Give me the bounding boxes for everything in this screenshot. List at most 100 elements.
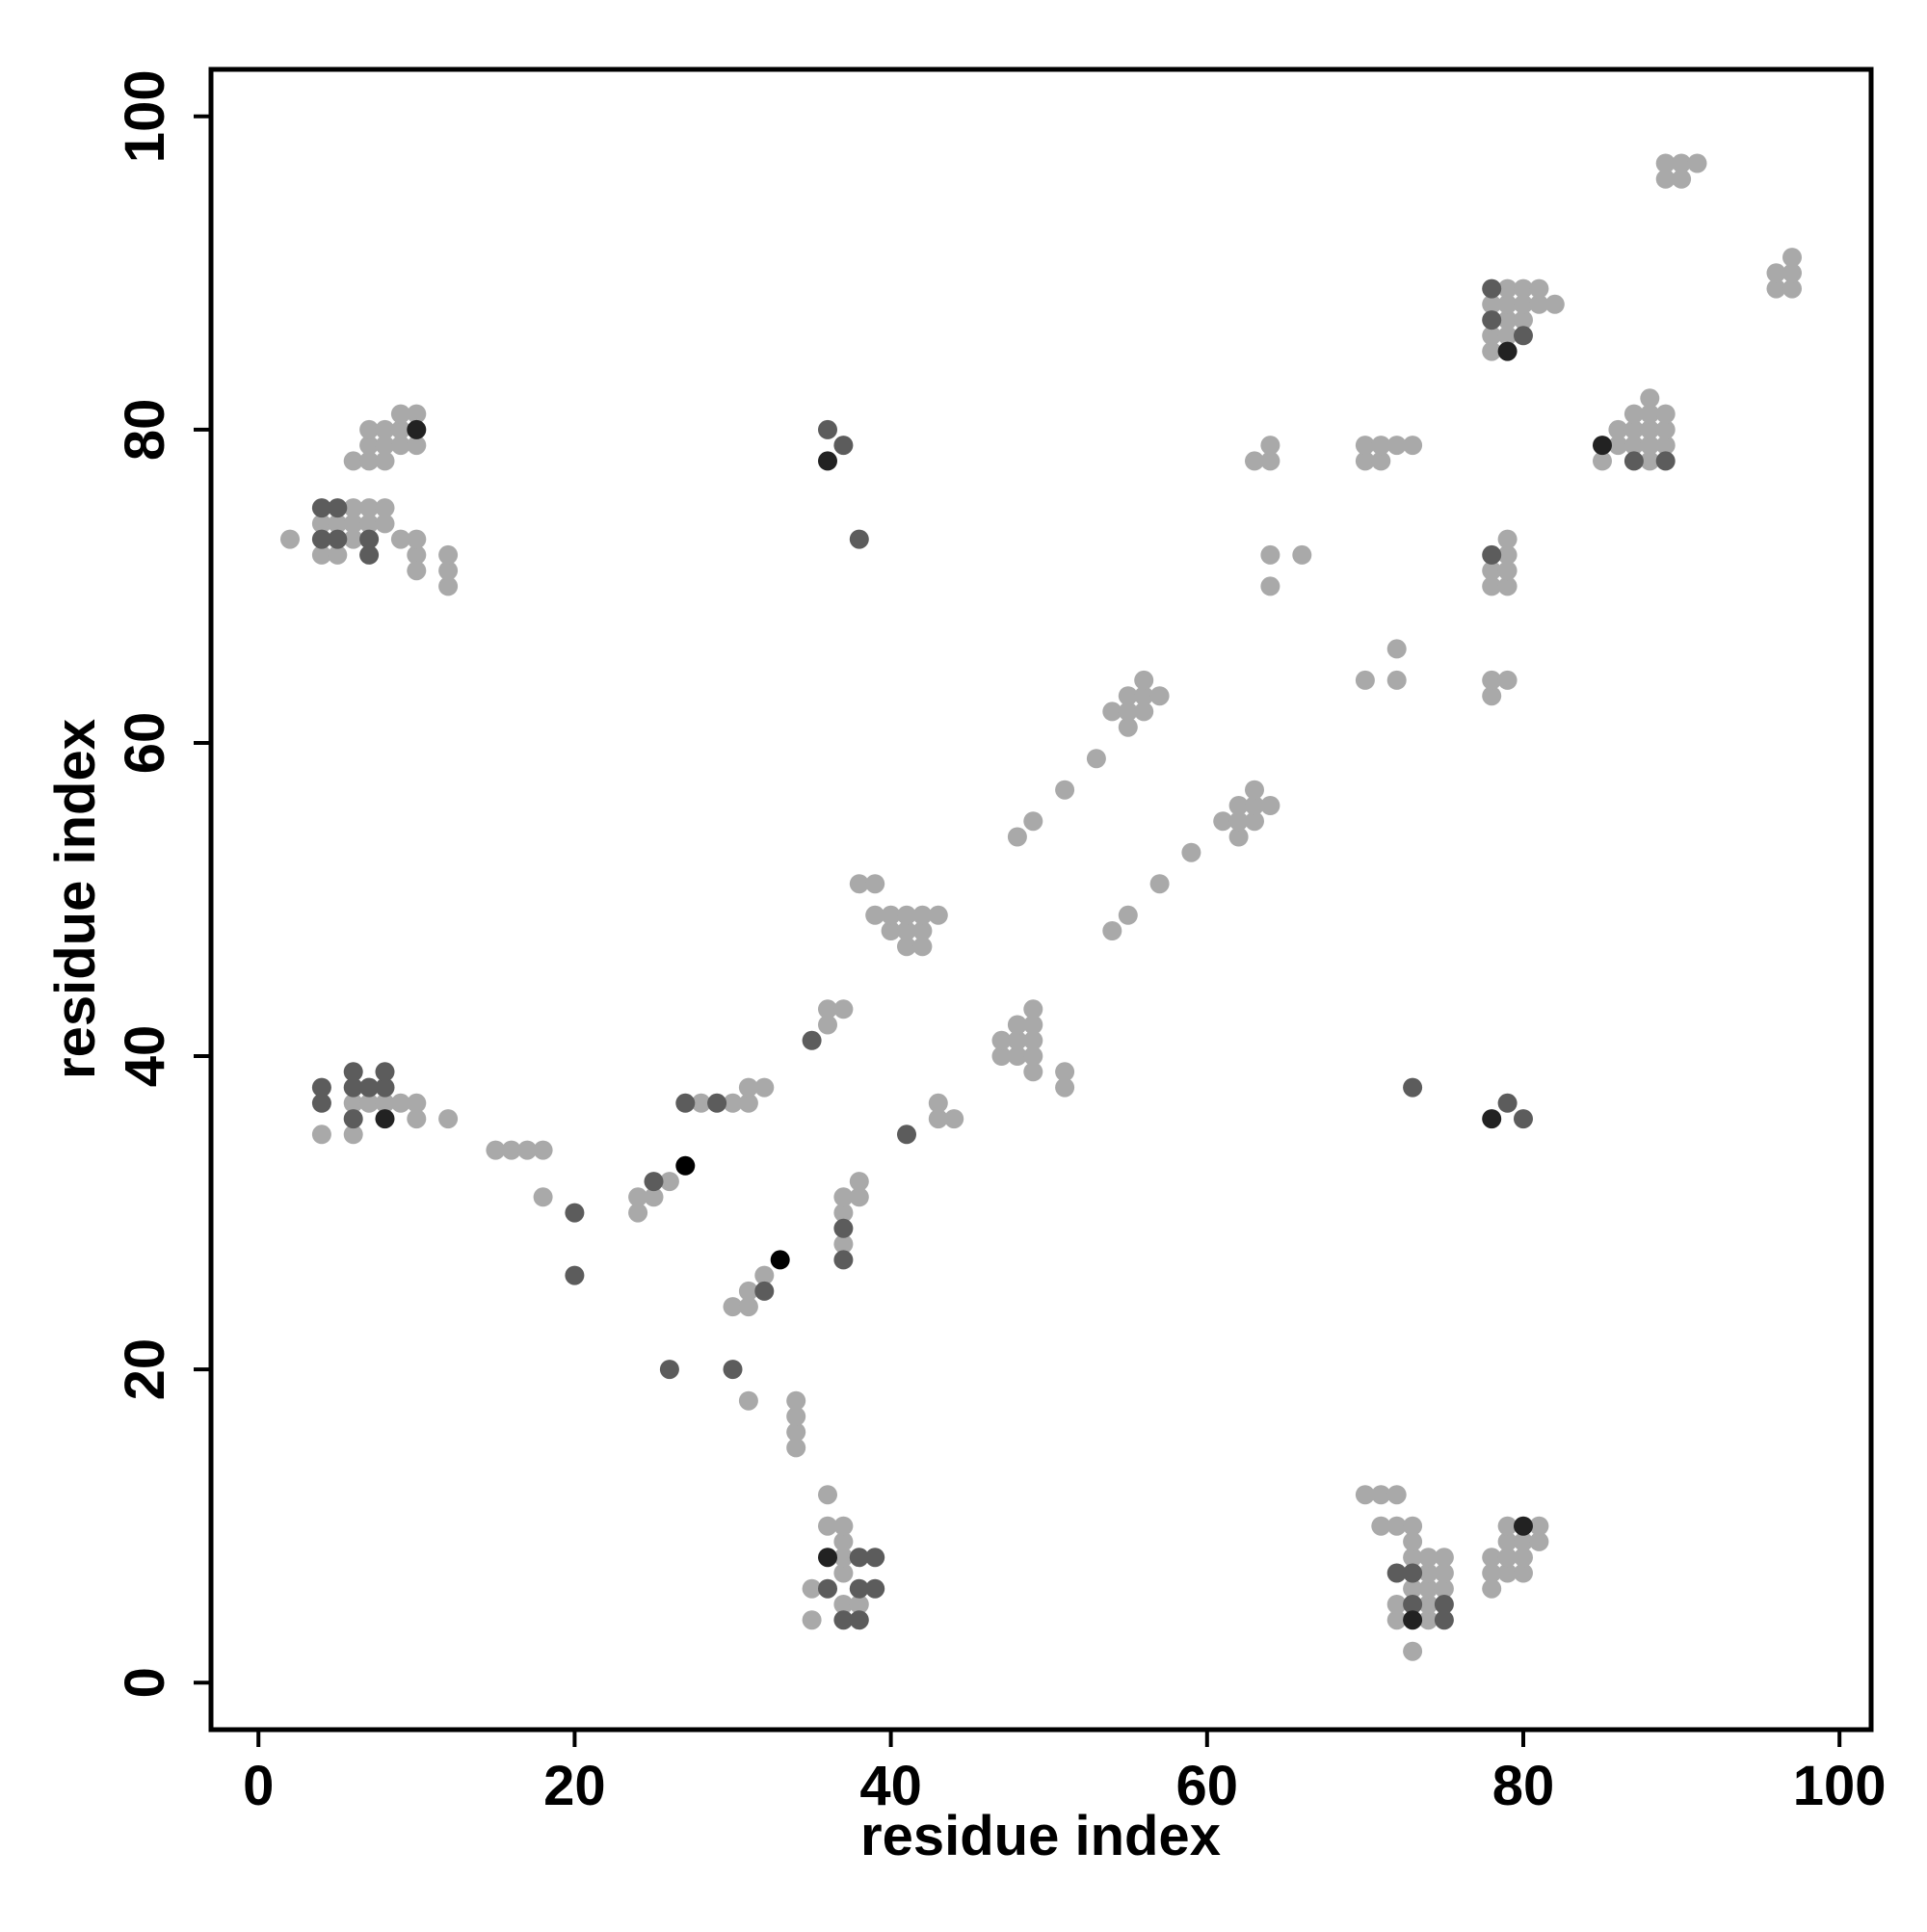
contact-point-mid: [849, 1610, 869, 1630]
contact-point-mid: [311, 1093, 331, 1113]
contact-point-light: [786, 1438, 806, 1458]
contact-point-mid: [359, 544, 380, 565]
contact-point-light: [833, 1516, 854, 1536]
contact-point-light: [928, 905, 948, 925]
contact-point-light: [1514, 1531, 1533, 1551]
contact-point-light: [486, 1140, 506, 1160]
contact-point-light: [1386, 1485, 1407, 1505]
contact-point-light: [1544, 294, 1565, 314]
contact-point-mid: [644, 1172, 664, 1192]
contact-point-light: [1514, 278, 1533, 299]
contact-point-light: [1118, 701, 1138, 722]
contact-point-light: [786, 1422, 806, 1442]
contact-point-light: [849, 1187, 869, 1207]
contact-point-light: [1386, 670, 1407, 690]
contact-point-light: [1514, 310, 1533, 331]
contact-point-light: [343, 451, 363, 471]
contact-point-mid: [1434, 1595, 1454, 1614]
contact-point-light: [1260, 436, 1280, 456]
contact-point-light: [359, 436, 380, 456]
contact-point-light: [865, 874, 885, 894]
contact-point-light: [738, 1297, 758, 1317]
y-tick-label: 60: [114, 712, 176, 775]
contact-point-light: [1640, 404, 1660, 424]
contact-point-light: [1055, 1062, 1075, 1082]
contact-point-light: [1149, 686, 1170, 706]
contact-point-mid: [359, 1077, 380, 1098]
plot-frame: [208, 66, 1874, 1733]
contact-point-mid: [311, 498, 331, 518]
contact-point-light: [738, 1281, 758, 1301]
contact-point-mid: [833, 1250, 854, 1270]
contact-point-light: [1418, 1563, 1439, 1583]
contact-point-light: [1593, 451, 1612, 471]
contact-point-light: [1640, 451, 1660, 471]
contact-point-light: [1418, 1548, 1439, 1568]
contact-point-mid: [1514, 326, 1533, 346]
contact-point-light: [1245, 451, 1264, 471]
contact-point-dark: [1497, 341, 1518, 361]
contact-point-light: [1434, 1578, 1454, 1599]
contact-point-light: [928, 1109, 948, 1129]
contact-point-mid: [375, 1062, 395, 1082]
contact-point-light: [833, 1548, 854, 1568]
contact-point-light: [343, 1093, 363, 1113]
contact-point-mid: [1482, 544, 1502, 565]
contact-point-light: [849, 1595, 869, 1614]
contact-point-dark: [375, 1109, 395, 1129]
contact-point-light: [738, 1093, 758, 1113]
contact-point-light: [501, 1140, 521, 1160]
contact-point-light: [1181, 842, 1201, 862]
contact-point-light: [1386, 639, 1407, 659]
contact-point-light: [786, 1406, 806, 1426]
contact-point-light: [644, 1187, 664, 1207]
contact-point-mid: [343, 1077, 363, 1098]
contact-point-light: [865, 905, 885, 925]
contact-point-light: [818, 1485, 837, 1505]
contact-point-mid: [1386, 1563, 1407, 1583]
x-tick-label: 80: [1492, 1755, 1555, 1817]
contact-point-mid: [1514, 1109, 1533, 1129]
contact-point-dark: [1482, 1109, 1502, 1129]
contact-point-light: [818, 1015, 837, 1035]
contact-point-dark: [1403, 1610, 1423, 1630]
contact-point-light: [1228, 811, 1249, 832]
contact-point-mid: [343, 1109, 363, 1129]
contact-point-light: [881, 905, 901, 925]
contact-point-light: [833, 1563, 854, 1583]
contact-point-light: [1134, 686, 1154, 706]
contact-point-light: [897, 921, 916, 940]
contact-point-mid: [754, 1281, 775, 1301]
y-tick-label: 0: [114, 1667, 176, 1698]
contact-point-mid: [849, 1578, 869, 1599]
contact-point-light: [1355, 436, 1375, 456]
contact-point-mid: [1655, 451, 1676, 471]
x-tick-label: 20: [543, 1755, 606, 1817]
contact-point-light: [280, 529, 300, 549]
contact-point-light: [1529, 278, 1549, 299]
contact-point-light: [1007, 1030, 1027, 1050]
contact-point-light: [1134, 701, 1154, 722]
contact-point-light: [1782, 248, 1802, 268]
contact-point-light: [1023, 811, 1043, 832]
contact-point-light: [1418, 1610, 1439, 1630]
contact-point-light: [723, 1093, 743, 1113]
contact-point-light: [1514, 1548, 1533, 1568]
contact-point-light: [438, 576, 459, 596]
contact-point-mid: [865, 1578, 885, 1599]
contact-point-light: [1766, 263, 1786, 283]
y-tick-label: 20: [114, 1338, 176, 1401]
contact-point-light: [1766, 278, 1786, 299]
contact-point-light: [944, 1109, 964, 1129]
contact-point-light: [833, 1203, 854, 1223]
contact-point-mid: [833, 1218, 854, 1238]
contact-point-mid: [359, 529, 380, 549]
contact-point-light: [1371, 436, 1391, 456]
contact-point-light: [1102, 701, 1122, 722]
x-tick-label: 60: [1176, 1755, 1239, 1817]
contact-point-light: [407, 544, 427, 565]
contact-point-light: [328, 544, 348, 565]
contact-point-light: [1482, 576, 1502, 596]
